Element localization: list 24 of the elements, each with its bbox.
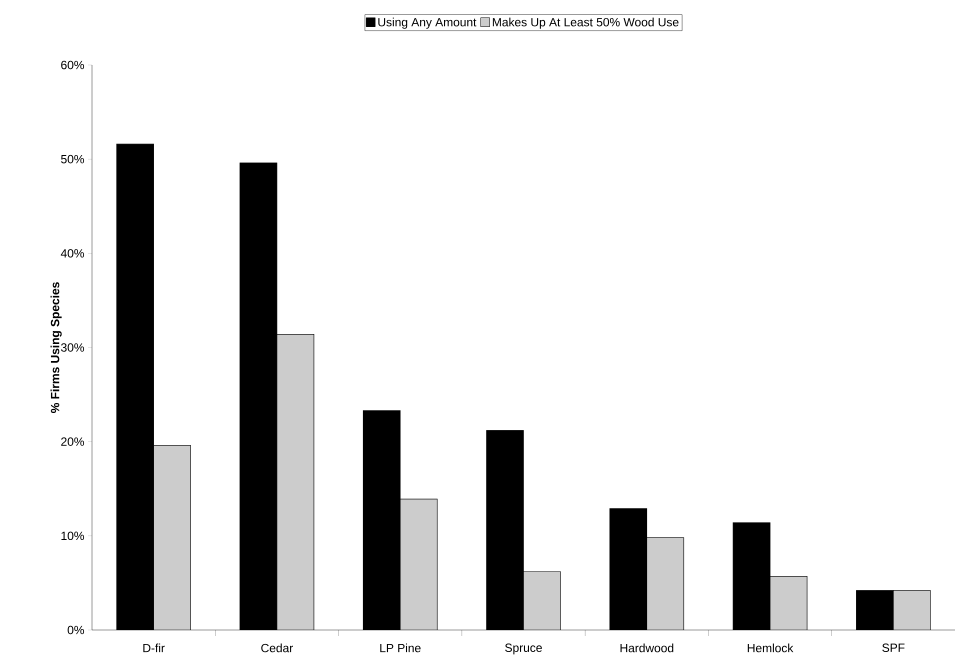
y-tick-label: 60%	[61, 60, 84, 70]
bar	[893, 590, 931, 630]
y-tick-label: 20%	[61, 437, 84, 446]
bar	[154, 445, 191, 630]
y-axis-title: % Firms Using Species	[50, 282, 62, 413]
bar	[276, 334, 314, 630]
legend-label: Makes Up At Least 50% Wood Use	[492, 18, 679, 29]
bar	[646, 538, 684, 630]
y-tick-label: 10%	[61, 532, 84, 540]
x-tick-label: Spruce	[505, 644, 542, 654]
bar	[770, 576, 808, 630]
y-tick-label: 40%	[60, 249, 84, 258]
legend-label: Using Any Amount	[378, 18, 476, 29]
y-tick-label: 30%	[61, 343, 84, 352]
x-tick-label: LP Pine	[380, 644, 421, 652]
y-tick-label: 50%	[61, 154, 84, 164]
y-tick-label: 0%	[68, 626, 84, 634]
x-tick-label: SPF	[882, 644, 905, 652]
x-tick-label: Cedar	[261, 644, 294, 652]
x-tick-label: Hemlock	[748, 644, 794, 652]
bar	[400, 499, 438, 630]
bar	[524, 572, 561, 630]
x-tick-label: D-fir	[143, 644, 165, 652]
x-tick-label: Hardwood	[620, 644, 674, 652]
